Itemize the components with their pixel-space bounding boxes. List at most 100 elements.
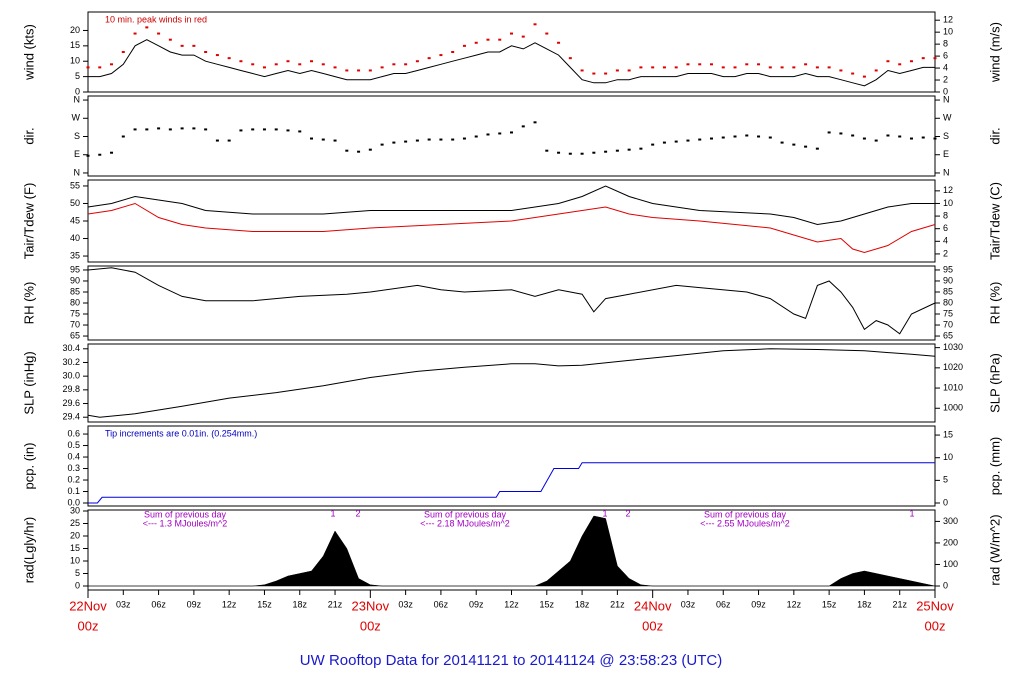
data-point — [909, 137, 913, 140]
data-point — [321, 63, 325, 66]
data-point — [298, 130, 302, 133]
data-point — [721, 136, 725, 139]
data-point — [439, 138, 443, 141]
y2-tick-label: 1010 — [943, 382, 963, 392]
y-tick-label: 15 — [70, 543, 80, 553]
data-point — [733, 66, 737, 69]
data-point — [404, 63, 408, 66]
area — [88, 515, 936, 587]
data-point — [251, 128, 255, 131]
y2-tick-label: N — [943, 167, 950, 177]
y2-tick-label: 8 — [943, 210, 948, 220]
data-point — [815, 147, 819, 150]
day-label: 24Nov — [634, 598, 672, 613]
y-tick-label: 45 — [70, 215, 80, 225]
data-point — [780, 141, 784, 144]
y2-tick-label: W — [943, 113, 952, 123]
note: <--- 2.18 MJoules/m^2 — [420, 518, 510, 528]
y-tick-label: 0.5 — [67, 440, 80, 450]
note: <--- 2.55 MJoules/m^2 — [700, 518, 790, 528]
data-point — [686, 63, 690, 66]
data-point — [368, 148, 372, 151]
y-tick-label: 20 — [70, 25, 80, 35]
y2-tick-label: E — [943, 149, 949, 159]
data-point — [580, 69, 584, 72]
data-point — [451, 138, 455, 141]
data-point — [486, 133, 490, 136]
data-point — [451, 51, 455, 53]
data-point — [157, 32, 161, 35]
data-point — [662, 141, 666, 144]
data-point — [874, 139, 878, 142]
x-tick-label: 06z — [151, 599, 166, 609]
data-point — [215, 139, 219, 142]
y2-tick-label: 300 — [943, 516, 958, 526]
data-point — [439, 54, 443, 57]
x-tick-label: 06z — [434, 599, 449, 609]
data-point — [639, 147, 643, 150]
data-point — [192, 127, 196, 130]
data-point — [521, 125, 525, 128]
day-label: 22Nov — [69, 598, 107, 613]
y2-tick-label: 80 — [943, 297, 953, 307]
x-tick-label: 03z — [398, 599, 413, 609]
y2-tick-label: 6 — [943, 50, 948, 60]
data-point — [86, 66, 90, 69]
data-point — [745, 134, 749, 137]
data-point — [474, 41, 478, 44]
y-tick-label: W — [72, 113, 81, 123]
data-point — [557, 151, 561, 154]
data-point — [533, 121, 537, 124]
data-point — [262, 66, 266, 69]
data-point — [792, 66, 796, 69]
day-label: 25Nov — [916, 598, 954, 613]
data-point — [545, 32, 549, 35]
data-point — [510, 131, 513, 134]
data-point — [898, 63, 902, 66]
data-point — [933, 137, 937, 140]
y-tick-label: 0.0 — [67, 497, 80, 507]
data-point — [615, 149, 619, 152]
y2-tick-label: S — [943, 131, 949, 141]
x-tick-label: 03z — [116, 599, 131, 609]
note: Sum of previous day — [144, 509, 227, 519]
data-point — [886, 134, 890, 137]
x-tick-label: 21z — [892, 599, 907, 609]
y-tick-label: 0.3 — [67, 463, 80, 473]
data-point — [698, 138, 702, 141]
data-point — [533, 23, 537, 26]
x-tick-label: 03z — [681, 599, 696, 609]
data-point — [780, 66, 784, 69]
x-tick-label: 15z — [540, 599, 555, 609]
y-tick-label: 5 — [75, 568, 80, 578]
data-point — [274, 128, 278, 131]
note: <--- 1.3 MJoules/m^2 — [143, 518, 228, 528]
data-point — [168, 38, 172, 41]
data-point — [733, 135, 737, 138]
y-tick-label: 10 — [70, 56, 80, 66]
x-tick-label: 09z — [187, 599, 202, 609]
y-tick-label: S — [74, 131, 80, 141]
data-point — [709, 137, 713, 140]
x-tick-label: 12z — [504, 599, 519, 609]
data-point — [510, 32, 513, 35]
y-tick-label: 95 — [70, 264, 80, 274]
y-tick-label: 15 — [70, 40, 80, 50]
y2-tick-label: 90 — [943, 275, 953, 285]
marker: 1 — [330, 508, 335, 518]
data-point — [698, 63, 702, 66]
y-tick-label: E — [74, 149, 80, 159]
marker: 1 — [909, 508, 914, 518]
y-tick-label: 10 — [70, 555, 80, 565]
data-point — [227, 57, 231, 60]
y2-tick-label: 5 — [943, 475, 948, 485]
y2-axis-label: dir. — [987, 127, 1002, 144]
data-point — [404, 140, 408, 143]
y-axis-label: wind (kts) — [21, 24, 36, 81]
data-point — [757, 135, 761, 138]
data-point — [157, 127, 161, 130]
y2-tick-label: 6 — [943, 223, 948, 233]
y-tick-label: 55 — [70, 180, 80, 190]
data-point — [686, 139, 690, 142]
data-point — [345, 69, 349, 72]
